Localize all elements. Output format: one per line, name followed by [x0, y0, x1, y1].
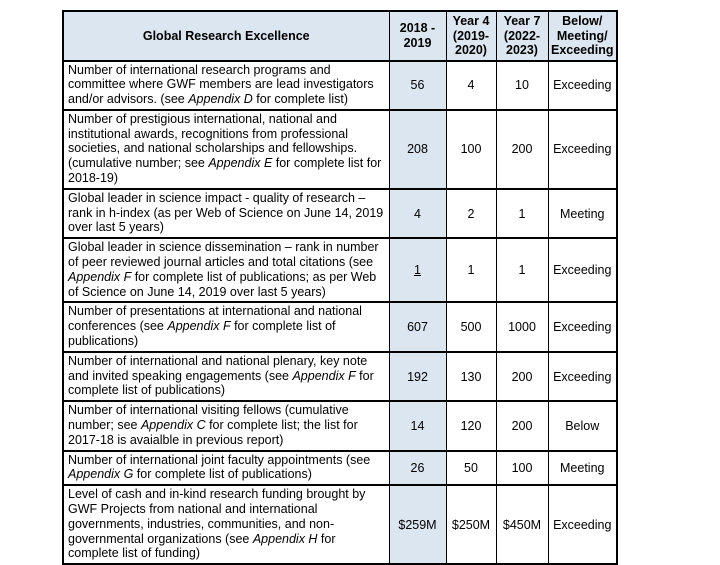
- description-segment: for complete list for 2018-19): [68, 156, 382, 186]
- value-year7-target: 1: [495, 237, 549, 304]
- header-col-year7: Year 7 (2022- 2023): [495, 10, 549, 62]
- table-row: Number of presentations at international…: [62, 301, 618, 353]
- value-year4-target: 130: [445, 350, 497, 403]
- value-year7-target: 200: [495, 400, 549, 452]
- value-2018-2019: 26: [388, 449, 447, 487]
- value-2018-2019: $259M: [388, 484, 447, 565]
- value-2018-2019: 607: [388, 301, 447, 353]
- table-row: Level of cash and in-kind research fundi…: [62, 484, 618, 565]
- description-segment: for complete list of publications; as pe…: [68, 269, 377, 299]
- value-year4-target: 4: [445, 59, 497, 111]
- table-row: Global leader in science dissemination –…: [62, 237, 618, 304]
- description-segment: for complete list of publications): [133, 467, 312, 482]
- description-segment: for complete list of publications): [68, 319, 336, 349]
- report-table-container: Global Research Excellence 2018 - 2019 Y…: [62, 10, 618, 565]
- appendix-reference: Appendix F: [292, 368, 356, 383]
- status-cell: Exceeding: [547, 108, 618, 190]
- status-cell: Exceeding: [547, 59, 618, 111]
- table-row: Number of international joint faculty ap…: [62, 449, 618, 487]
- table-row: Number of international and national ple…: [62, 350, 618, 403]
- appendix-reference: Appendix D: [188, 92, 253, 107]
- description-segment: for complete list; the list for 2017-18 …: [68, 418, 358, 447]
- description-segment: Number of presentations at international…: [68, 304, 362, 334]
- description-segment: Number of international and national ple…: [68, 353, 368, 383]
- appendix-reference: Appendix F: [68, 269, 132, 284]
- table-row: Global leader in science impact - qualit…: [62, 187, 618, 240]
- value-year4-target: $250M: [445, 484, 497, 565]
- table-row: Number of prestigious international, nat…: [62, 108, 618, 190]
- global-research-excellence-table: Global Research Excellence 2018 - 2019 Y…: [62, 10, 618, 565]
- value-2018-2019: 1: [388, 237, 447, 304]
- description-segment: Global leader in science impact - qualit…: [68, 190, 384, 235]
- value-year4-target: 500: [445, 301, 497, 353]
- appendix-reference: Appendix E: [208, 156, 273, 171]
- header-col-2018-2019: 2018 - 2019: [388, 10, 447, 62]
- value-2018-2019: 56: [388, 59, 447, 111]
- value-2018-2019: 208: [388, 108, 447, 190]
- appendix-reference: Appendix F: [167, 319, 231, 334]
- metric-description: Number of prestigious international, nat…: [62, 108, 390, 190]
- value-year7-target: 200: [495, 108, 549, 190]
- value-year7-target: $450M: [495, 484, 549, 565]
- value-year4-target: 120: [445, 400, 497, 452]
- table-row: Number of international visiting fellows…: [62, 400, 618, 452]
- description-segment: for complete list of publications): [68, 368, 374, 398]
- status-cell: Meeting: [547, 187, 618, 240]
- value-year7-target: 200: [495, 350, 549, 403]
- metric-description: Global leader in science impact - qualit…: [62, 187, 390, 240]
- value-2018-2019: 192: [388, 350, 447, 403]
- status-cell: Exceeding: [547, 484, 618, 565]
- header-col-status: Below/ Meeting/ Exceeding: [547, 10, 618, 62]
- table-row: Number of international research program…: [62, 59, 618, 111]
- value-year7-target: 10: [495, 59, 549, 111]
- table-header: Global Research Excellence 2018 - 2019 Y…: [62, 10, 618, 62]
- value-2018-2019: 14: [388, 400, 447, 452]
- value-year7-target: 1: [495, 187, 549, 240]
- description-segment: for complete list): [252, 92, 348, 107]
- table-body: Number of international research program…: [62, 59, 618, 565]
- header-title: Global Research Excellence: [62, 10, 390, 62]
- status-cell: Meeting: [547, 449, 618, 487]
- status-cell: Exceeding: [547, 350, 618, 403]
- metric-description: Number of international and national ple…: [62, 350, 390, 403]
- header-row: Global Research Excellence 2018 - 2019 Y…: [62, 10, 618, 62]
- status-cell: Exceeding: [547, 237, 618, 304]
- description-segment: Number of international visiting fellows…: [68, 403, 349, 433]
- metric-description: Number of international visiting fellows…: [62, 400, 390, 452]
- appendix-reference: Appendix G: [68, 467, 134, 482]
- value-year4-target: 2: [445, 187, 497, 240]
- metric-description: Number of presentations at international…: [62, 301, 390, 353]
- metric-description: Number of international joint faculty ap…: [62, 449, 390, 487]
- value-year4-target: 100: [445, 108, 497, 190]
- metric-description: Global leader in science dissemination –…: [62, 237, 390, 304]
- value-year4-target: 1: [445, 237, 497, 304]
- value-year4-target: 50: [445, 449, 497, 487]
- status-cell: Below: [547, 400, 618, 452]
- appendix-reference: Appendix H: [252, 531, 318, 546]
- status-cell: Exceeding: [547, 301, 618, 353]
- value-year7-target: 1000: [495, 301, 549, 353]
- description-segment: Global leader in science dissemination –…: [68, 240, 379, 270]
- description-segment: Number of prestigious international, nat…: [68, 111, 358, 171]
- description-segment: Number of international research program…: [68, 62, 374, 107]
- value-2018-2019: 4: [388, 187, 447, 240]
- description-segment: Number of international joint faculty ap…: [68, 452, 371, 467]
- metric-description: Level of cash and in-kind research fundi…: [62, 484, 390, 565]
- header-col-year4: Year 4 (2019- 2020): [445, 10, 497, 62]
- appendix-reference: Appendix C: [140, 418, 206, 433]
- value-year7-target: 100: [495, 449, 549, 487]
- metric-description: Number of international research program…: [62, 59, 390, 111]
